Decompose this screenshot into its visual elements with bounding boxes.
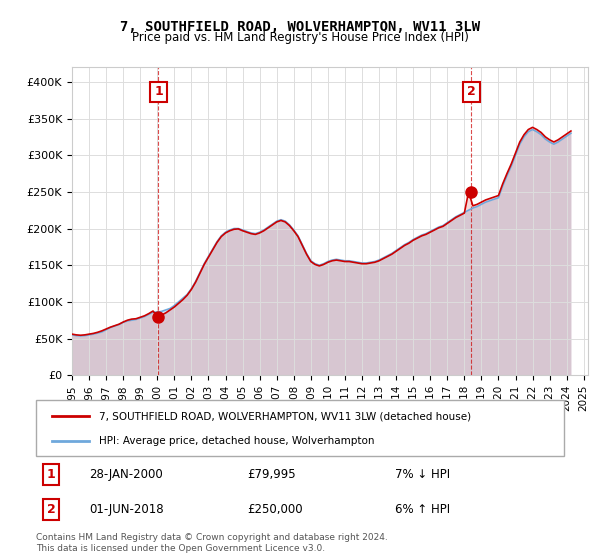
Text: 01-JUN-2018: 01-JUN-2018 — [89, 503, 163, 516]
Text: 2: 2 — [467, 85, 476, 99]
Text: £250,000: £250,000 — [247, 503, 303, 516]
Text: 7% ↓ HPI: 7% ↓ HPI — [395, 468, 450, 481]
Text: 1: 1 — [154, 85, 163, 99]
FancyBboxPatch shape — [36, 400, 564, 456]
Text: 1: 1 — [47, 468, 55, 481]
Text: Contains HM Land Registry data © Crown copyright and database right 2024.
This d: Contains HM Land Registry data © Crown c… — [36, 533, 388, 553]
Text: Price paid vs. HM Land Registry's House Price Index (HPI): Price paid vs. HM Land Registry's House … — [131, 31, 469, 44]
Text: 2: 2 — [47, 503, 55, 516]
Text: £79,995: £79,995 — [247, 468, 296, 481]
Text: 7, SOUTHFIELD ROAD, WOLVERHAMPTON, WV11 3LW (detached house): 7, SOUTHFIELD ROAD, WOLVERHAMPTON, WV11 … — [100, 411, 472, 421]
Text: 7, SOUTHFIELD ROAD, WOLVERHAMPTON, WV11 3LW: 7, SOUTHFIELD ROAD, WOLVERHAMPTON, WV11 … — [120, 20, 480, 34]
Text: 6% ↑ HPI: 6% ↑ HPI — [395, 503, 450, 516]
Text: HPI: Average price, detached house, Wolverhampton: HPI: Average price, detached house, Wolv… — [100, 436, 375, 446]
Text: 28-JAN-2000: 28-JAN-2000 — [89, 468, 163, 481]
